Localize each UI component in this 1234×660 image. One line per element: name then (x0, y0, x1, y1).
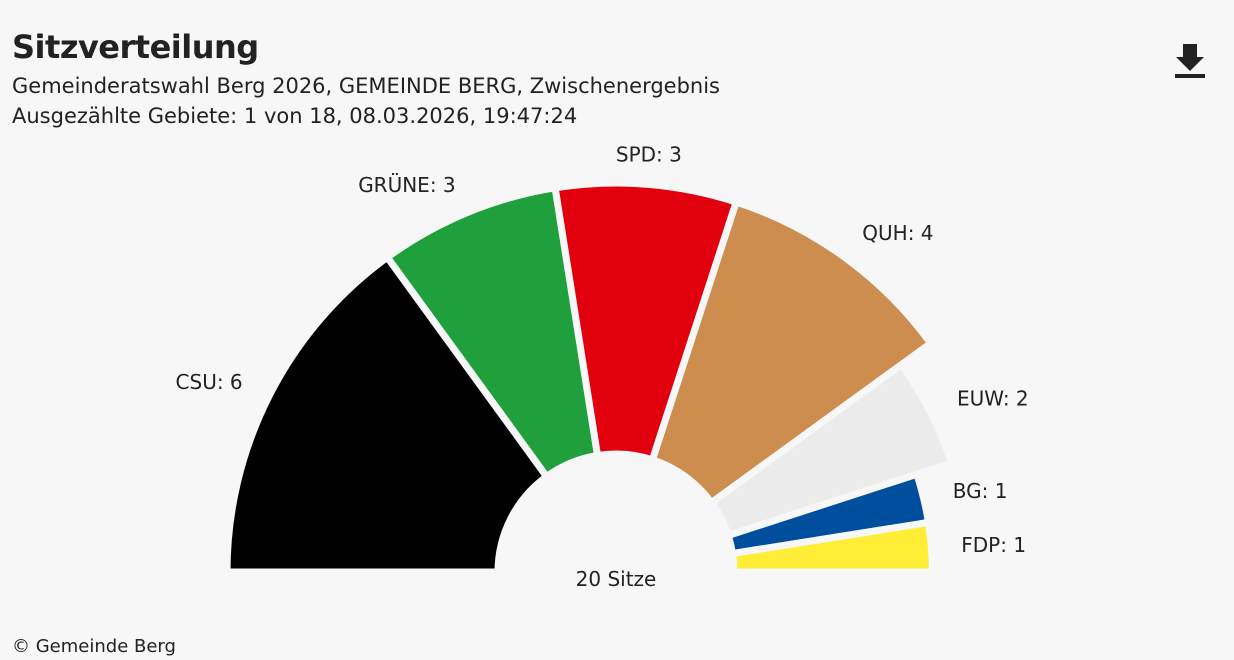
download-icon (1175, 44, 1205, 78)
copyright-notice: © Gemeinde Berg (12, 636, 176, 657)
seat-slice-gr-ne[interactable] (382, 183, 602, 482)
seat-label-csu: CSU: 6 (176, 370, 243, 394)
chart-subtitle-election: Gemeinderatswahl Berg 2026, GEMEINDE BER… (12, 74, 721, 98)
seat-label-spd: SPD: 3 (616, 142, 682, 166)
total-seats-label: 20 Sitze (576, 567, 657, 591)
seat-slice-fdp[interactable] (728, 518, 936, 576)
seat-label-euw: EUW: 2 (957, 386, 1029, 410)
seat-label-quh: QUH: 4 (862, 221, 933, 245)
chart-title: Sitzverteilung (12, 28, 259, 66)
seat-label-gr-ne: GRÜNE: 3 (358, 173, 455, 197)
seat-slices (223, 179, 956, 576)
seat-slice-euw[interactable] (706, 359, 956, 540)
seat-labels: CSU: 6 GRÜNE: 3 SPD: 3 QUH: 4 EUW: 2 BG: 1 FDP… (176, 142, 1029, 557)
download-button[interactable] (1170, 38, 1210, 82)
seat-label-bg: BG: 1 (953, 479, 1008, 503)
seat-label-fdp: FDP: 1 (961, 533, 1026, 557)
seat-slice-csu[interactable] (223, 252, 552, 576)
seat-slice-quh[interactable] (648, 197, 936, 508)
chart-subtitle-counted-areas: Ausgezählte Gebiete: 1 von 18, 08.03.202… (12, 104, 578, 128)
seat-slice-spd[interactable] (551, 179, 741, 465)
